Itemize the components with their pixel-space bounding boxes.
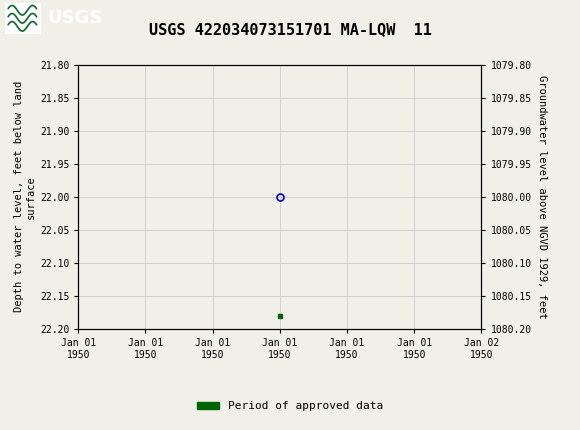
Text: USGS 422034073151701 MA-LQW  11: USGS 422034073151701 MA-LQW 11 (148, 22, 432, 37)
Y-axis label: Depth to water level, feet below land
surface: Depth to water level, feet below land su… (14, 81, 36, 312)
Y-axis label: Groundwater level above NGVD 1929, feet: Groundwater level above NGVD 1929, feet (537, 75, 547, 319)
Bar (5, 3, 41, 34)
Text: USGS: USGS (48, 9, 103, 27)
Legend: Period of approved data: Period of approved data (193, 397, 387, 416)
